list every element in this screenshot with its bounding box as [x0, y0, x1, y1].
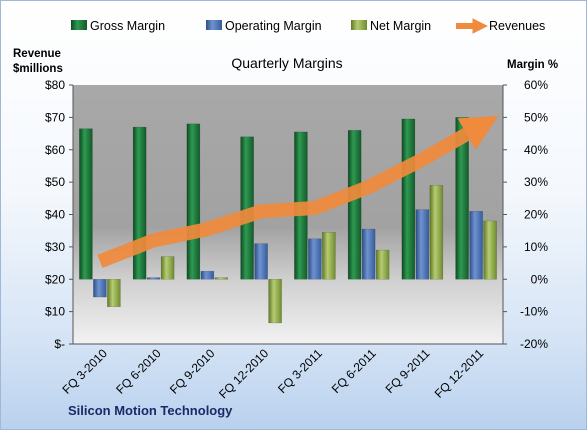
- bar-gross-margin-2: [132, 126, 147, 280]
- category-label: FQ 3-2010: [60, 346, 111, 397]
- right-tick-label: 40%: [524, 143, 548, 157]
- right-tick-label: 0%: [531, 272, 549, 286]
- chart-title: Quarterly Margins: [231, 55, 342, 71]
- left-tick-label: $10: [45, 305, 65, 319]
- left-tick-label: $40: [45, 208, 65, 222]
- bar-operating-margin-3: [200, 270, 215, 280]
- right-tick-label: -20%: [520, 337, 548, 351]
- revenue-line-layer: [97, 116, 499, 268]
- left-tick-label: $20: [45, 272, 65, 286]
- right-axis-ticks: -20% -10% 0% 10% 20% 30% 40% 50% 60%: [503, 78, 548, 351]
- bar-net-margin-6: [375, 249, 390, 280]
- left-axis-title-line1: Revenue: [13, 48, 61, 60]
- bar-gross-margin-3: [186, 123, 201, 280]
- bar-net-margin-3: [214, 277, 229, 280]
- bar-operating-margin-2: [146, 277, 161, 280]
- legend-label-operating-margin: Operating Margin: [225, 19, 322, 33]
- legend-label-revenues: Revenues: [489, 19, 545, 33]
- bar-net-margin-8: [483, 220, 497, 280]
- legend: Gross Margin Operating Margin Net Margin…: [71, 18, 545, 34]
- left-tick-label: $-: [54, 337, 65, 351]
- bar-operating-margin-6: [361, 228, 376, 280]
- bar-gross-margin-1: [79, 128, 93, 280]
- category-label: FQ 3-2011: [275, 346, 325, 396]
- bar-operating-margin-7: [415, 209, 430, 280]
- left-tick-label: $30: [45, 240, 65, 254]
- bar-operating-margin-4: [254, 243, 268, 280]
- legend-swatch-operating-margin: [206, 20, 222, 30]
- right-tick-label: 50%: [524, 110, 548, 124]
- left-tick-label: $70: [45, 110, 65, 124]
- left-tick-label: $80: [45, 78, 65, 92]
- bar-gross-margin-6: [347, 130, 362, 280]
- source-label: Silicon Motion Technology: [68, 403, 233, 418]
- category-label: FQ 6-2010: [113, 346, 164, 397]
- revenue-line: [97, 116, 499, 268]
- bar-operating-margin-1: [93, 279, 107, 298]
- bar-operating-margin-5: [308, 238, 322, 280]
- left-tick-label: $50: [45, 175, 65, 189]
- legend-swatch-gross-margin: [71, 20, 87, 30]
- right-tick-label: 20%: [524, 208, 548, 222]
- legend-label-net-margin: Net Margin: [370, 19, 431, 33]
- bar-gross-margin-7: [401, 118, 416, 280]
- category-label: FQ 12-2010: [216, 346, 271, 401]
- bar-net-margin-2: [160, 256, 175, 280]
- left-axis-ticks: $- $10 $20 $30 $40 $50 $60 $70 $80: [45, 78, 73, 351]
- category-label: FQ 9-2010: [167, 346, 218, 397]
- right-tick-label: -10%: [520, 305, 548, 319]
- right-axis-title: Margin %: [507, 59, 558, 71]
- legend-label-gross-margin: Gross Margin: [90, 19, 165, 33]
- bar-operating-margin-8: [469, 211, 483, 280]
- bar-net-margin-5: [322, 232, 336, 280]
- bar-net-margin-4: [268, 279, 282, 324]
- legend-swatch-net-margin: [351, 20, 367, 30]
- bar-net-margin-7: [429, 185, 444, 280]
- category-label: FQ 6-2011: [329, 346, 379, 396]
- right-tick-label: 10%: [524, 240, 548, 254]
- category-label: FQ 9-2011: [383, 346, 433, 396]
- left-tick-label: $60: [45, 143, 65, 157]
- category-label: FQ 12-2011: [432, 346, 487, 401]
- left-axis-title-line2: $millions: [13, 63, 63, 75]
- right-tick-label: 60%: [524, 78, 548, 92]
- right-tick-label: 30%: [524, 175, 548, 189]
- bar-net-margin-1: [107, 279, 121, 308]
